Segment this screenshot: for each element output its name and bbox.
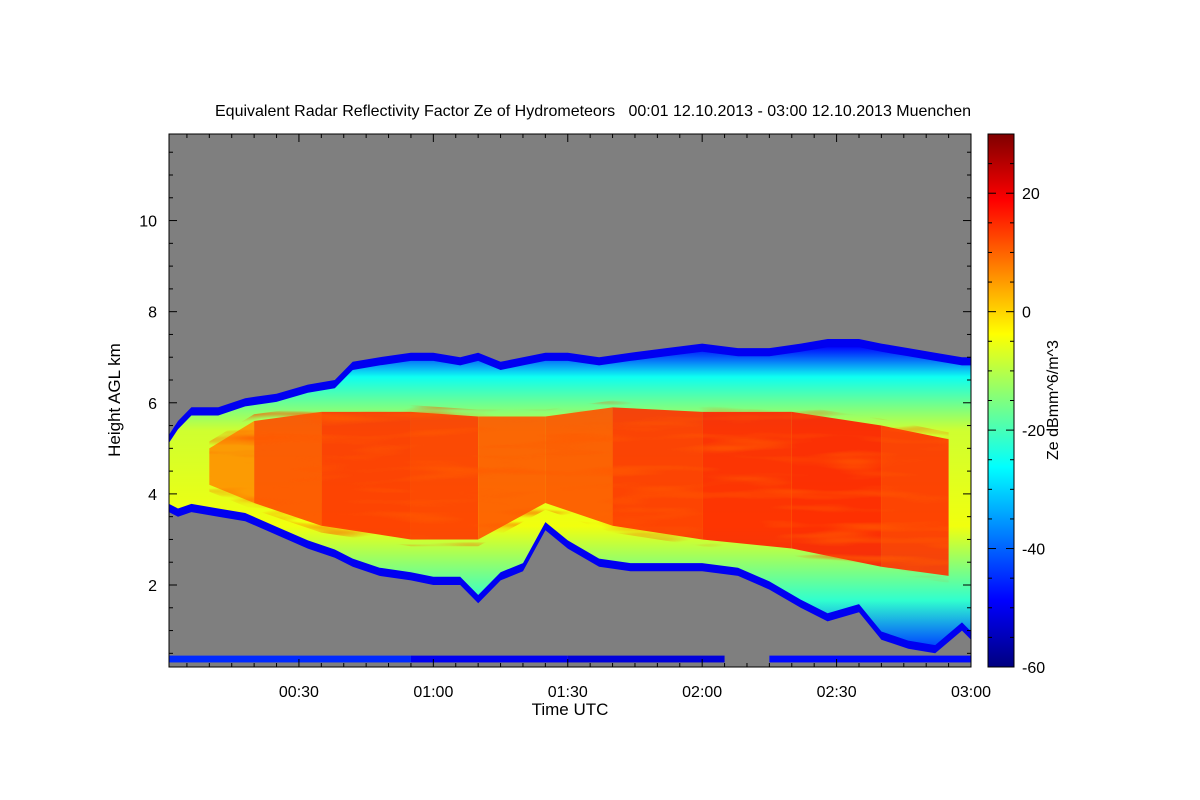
y-axis-label: Height AGL km — [105, 343, 124, 457]
clutter-strip — [169, 655, 411, 663]
x-tick-label: 03:00 — [951, 684, 991, 701]
clutter-strip — [410, 655, 568, 663]
x-tick-label: 02:00 — [682, 684, 722, 701]
x-axis-label: Time UTC — [532, 700, 609, 719]
chart-title: Equivalent Radar Reflectivity Factor Ze … — [215, 103, 971, 120]
y-tick-label: 10 — [139, 214, 157, 231]
clutter-strip — [769, 655, 971, 663]
surface-clutter — [169, 655, 971, 663]
y-tick-label: 2 — [148, 578, 157, 595]
x-tick-label: 01:30 — [548, 684, 588, 701]
reflectivity-streaks — [209, 400, 949, 583]
clutter-strip — [567, 655, 725, 663]
colorbar-axis: -60 -40 -20 0 20 — [988, 163, 1045, 677]
colorbar-label: Ze dBmm^6/m^3 — [1045, 340, 1062, 460]
y-tick-label: 4 — [148, 487, 157, 504]
plot-frame — [168, 133, 972, 668]
plot-area — [169, 134, 971, 667]
y-tick-label: 6 — [148, 396, 157, 413]
colorbar-tick-label: 20 — [1022, 186, 1040, 203]
x-tick-label: 02:30 — [817, 684, 857, 701]
x-tick-label: 00:30 — [279, 684, 319, 701]
x-axis: 00:30 01:00 01:30 02:00 02:30 03:00 — [186, 134, 991, 701]
y-tick-label: 8 — [148, 305, 157, 322]
y-axis: 2 4 6 8 10 — [139, 151, 971, 654]
x-tick-label: 01:00 — [413, 684, 453, 701]
colorbar-tick-label: -20 — [1022, 423, 1045, 440]
colorbar-scale — [987, 133, 1015, 668]
colorbar: -60 -40 -20 0 20 Ze dBmm^6/m^3 — [987, 133, 1062, 677]
colorbar-tick-label: -40 — [1022, 542, 1045, 559]
colorbar-tick-label: -60 — [1022, 660, 1045, 677]
colorbar-tick-label: 0 — [1022, 305, 1031, 322]
